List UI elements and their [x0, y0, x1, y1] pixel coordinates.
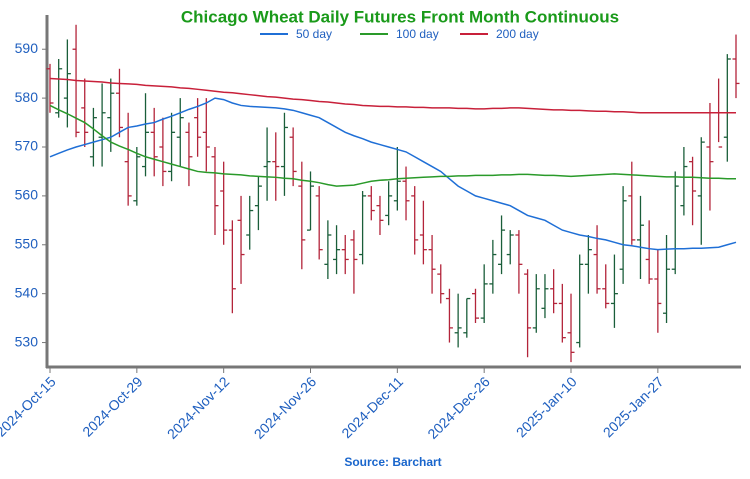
y-tick-label: 580	[15, 89, 39, 105]
x-tick-label: 2024-Oct-29	[79, 373, 145, 439]
x-tick-label: 2024-Oct-15	[0, 373, 59, 439]
x-tick-label: 2025-Jan-10	[513, 373, 580, 440]
legend-label: 50 day	[296, 27, 332, 41]
y-tick-label: 570	[15, 138, 39, 154]
x-tick-label: 2024-Nov-12	[164, 373, 233, 442]
x-tick-label: 2024-Dec-26	[424, 373, 493, 442]
x-tick-label: 2025-Jan-27	[600, 373, 667, 440]
y-tick-label: 590	[15, 40, 39, 56]
ma-line	[49, 77, 736, 114]
legend-label: 200 day	[496, 27, 539, 41]
legend-label: 100 day	[396, 27, 439, 41]
y-tick-label: 530	[15, 333, 39, 349]
ma-line	[49, 97, 737, 251]
y-tick-label: 560	[15, 187, 39, 203]
x-tick-label: 2024-Dec-11	[338, 373, 406, 441]
x-tick-label: 2024-Nov-26	[251, 373, 320, 442]
chart-title: Chicago Wheat Daily Futures Front Month …	[181, 7, 619, 26]
y-tick-label: 550	[15, 235, 39, 251]
y-tick-label: 540	[15, 284, 39, 300]
source: Source: Barchart	[344, 455, 441, 469]
ma-line	[49, 104, 736, 187]
